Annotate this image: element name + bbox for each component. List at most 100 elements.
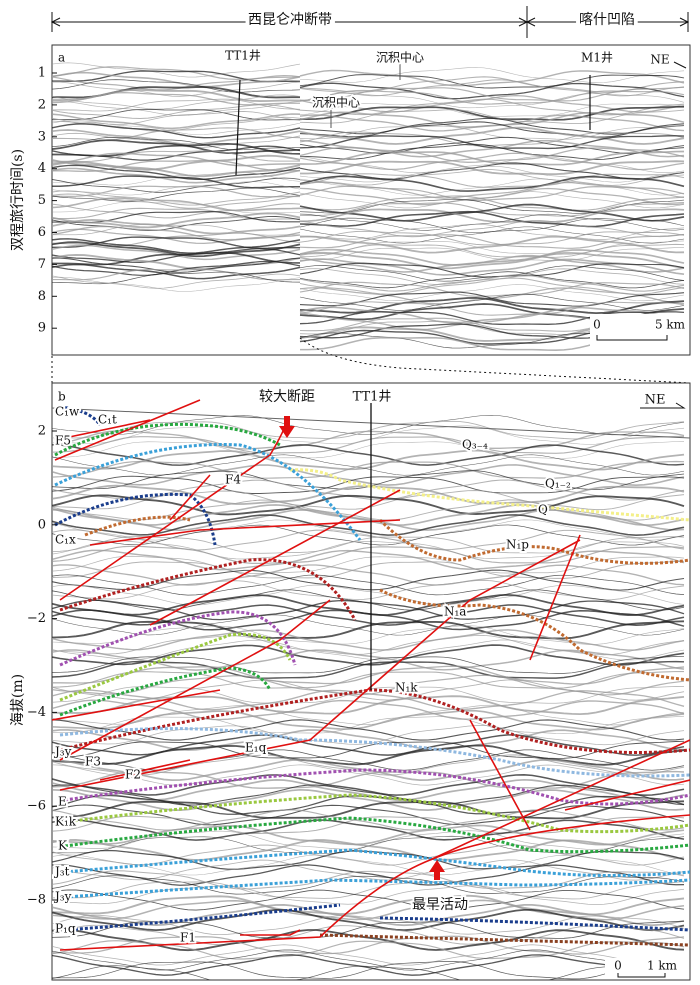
seismic-reflection bbox=[299, 92, 685, 109]
y-axis-label: 双程旅行时间(s) bbox=[10, 149, 26, 251]
seismic-reflection bbox=[299, 247, 685, 262]
seismic-reflection bbox=[52, 880, 685, 900]
seismic-reflection bbox=[52, 104, 301, 119]
seismic-a bbox=[52, 62, 685, 351]
seismic-reflection bbox=[299, 311, 685, 325]
scale-label: 1 km bbox=[647, 959, 678, 973]
seismic-reflection bbox=[299, 74, 685, 89]
seismic-reflection bbox=[52, 129, 301, 146]
seismic-reflection bbox=[52, 81, 301, 97]
well-label: TT1井 bbox=[353, 390, 392, 405]
scale-label: 5 km bbox=[655, 318, 686, 332]
north-arrow-line bbox=[640, 402, 686, 409]
seismic-reflection bbox=[52, 961, 685, 980]
seismic-reflection bbox=[299, 146, 685, 163]
seismic-reflection bbox=[299, 89, 685, 105]
horizon-label: K bbox=[58, 839, 68, 853]
seismic-reflection bbox=[52, 247, 301, 264]
y-tick-label: 1 bbox=[38, 66, 46, 81]
well-label: TT1井 bbox=[225, 49, 261, 63]
seismic-reflection bbox=[52, 599, 685, 621]
seismic-reflection bbox=[52, 203, 301, 219]
seismic-reflection bbox=[52, 190, 301, 206]
horizon bbox=[59, 632, 292, 702]
seismic-reflection bbox=[299, 152, 685, 171]
seismic-reflection bbox=[52, 849, 685, 870]
header-left: 西昆仑冲断带 bbox=[248, 12, 332, 28]
seismic-reflection bbox=[52, 123, 301, 139]
horizon-labels: C₁w C₁t F5 F4 C₁x Q₃₋₄ Q₁₋₂ Q N₁p N₁a N₁k J₃y F3 F2 E₁… bbox=[51, 403, 573, 947]
seismic-reflection bbox=[52, 449, 685, 471]
seismic-reflection bbox=[299, 213, 685, 231]
seismic-reflection bbox=[52, 809, 685, 831]
depocenter-label: 沉积中心 bbox=[312, 95, 360, 110]
north-arrow-line bbox=[673, 61, 687, 69]
seismic-reflection bbox=[52, 441, 685, 459]
seismic-reflection bbox=[299, 268, 685, 285]
seismic-reflection bbox=[52, 94, 301, 110]
scale-label: 0 bbox=[593, 318, 601, 332]
seismic-reflection bbox=[52, 719, 685, 741]
seismic-reflection bbox=[52, 655, 685, 674]
seismic-reflection bbox=[52, 187, 301, 202]
seismic-reflection bbox=[52, 120, 301, 135]
horizon-label: Q₃₋₄ bbox=[462, 438, 488, 452]
seismic-reflection bbox=[52, 864, 685, 886]
horizon bbox=[319, 933, 690, 947]
y-tick-label: 6 bbox=[38, 225, 46, 240]
seismic-reflection bbox=[52, 629, 685, 651]
seismic-reflection bbox=[52, 569, 685, 591]
seismic-reflection bbox=[52, 79, 301, 93]
seismic-reflection bbox=[52, 949, 685, 971]
y-axis-b: 2 0 −2 −4 −6 −8 bbox=[27, 424, 57, 908]
y-tick-label: −4 bbox=[27, 705, 46, 720]
seismic-reflection bbox=[299, 201, 685, 217]
seismic-reflection bbox=[52, 804, 685, 826]
seismic-reflection bbox=[52, 660, 685, 679]
scale-bar bbox=[617, 973, 666, 978]
seismic-reflection bbox=[52, 838, 685, 862]
seismic-reflection bbox=[299, 281, 685, 297]
seismic-reflection bbox=[299, 251, 685, 270]
seismic-reflection bbox=[52, 273, 301, 289]
seismic-reflection bbox=[52, 649, 685, 671]
seismic-reflection bbox=[299, 203, 685, 222]
seismic-reflection bbox=[52, 139, 301, 154]
seismic-reflection bbox=[299, 114, 685, 132]
horizon-label: F3 bbox=[85, 755, 101, 769]
header-arrows bbox=[50, 17, 690, 27]
seismic-reflection bbox=[299, 175, 685, 192]
seismic-reflection bbox=[299, 173, 685, 188]
y-tick-label: −6 bbox=[27, 799, 46, 814]
seismic-reflection bbox=[52, 244, 301, 261]
horizon bbox=[64, 768, 690, 806]
north-arrow: NE bbox=[645, 393, 666, 408]
seismic-reflection bbox=[52, 435, 684, 454]
seismic-reflection bbox=[52, 854, 685, 876]
seismic-reflection bbox=[52, 634, 685, 656]
seismic-reflection bbox=[52, 257, 301, 273]
horizon-label: F2 bbox=[125, 768, 141, 782]
seismic-reflection bbox=[299, 306, 685, 324]
header-right: 喀什凹陷 bbox=[579, 12, 635, 28]
y-tick-label: −8 bbox=[27, 893, 46, 908]
seismic-reflection bbox=[52, 815, 685, 835]
depocenter-arrows bbox=[330, 62, 401, 128]
seismic-reflection bbox=[299, 208, 685, 223]
seismic-reflection bbox=[52, 508, 685, 532]
seismic-reflection bbox=[299, 234, 685, 249]
fault bbox=[240, 929, 301, 936]
seismic-reflection bbox=[52, 444, 685, 466]
horizon-label: C₁t bbox=[98, 413, 117, 427]
seismic-reflection bbox=[52, 894, 685, 916]
seismic-reflection bbox=[299, 135, 685, 150]
seismic-reflection bbox=[299, 165, 685, 183]
seismic-reflection bbox=[52, 549, 685, 571]
horizon-label: J₃t bbox=[53, 865, 70, 879]
seismic-reflection bbox=[52, 729, 685, 751]
seismic-reflection bbox=[52, 940, 685, 960]
seismic-reflection bbox=[52, 181, 301, 196]
horizon bbox=[59, 727, 690, 778]
seismic-reflection bbox=[52, 185, 301, 198]
seismic-reflection bbox=[52, 639, 685, 661]
